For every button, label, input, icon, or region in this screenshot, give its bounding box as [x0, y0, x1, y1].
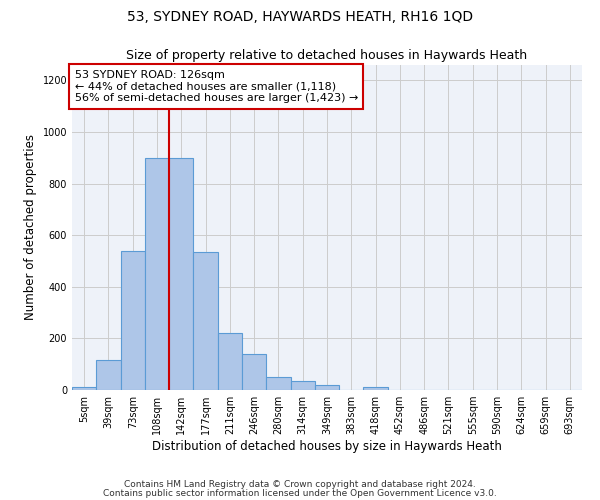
- Bar: [169, 158, 193, 390]
- Bar: [218, 334, 242, 390]
- Y-axis label: Number of detached properties: Number of detached properties: [24, 134, 37, 320]
- Text: 53 SYDNEY ROAD: 126sqm
← 44% of detached houses are smaller (1,118)
56% of semi-: 53 SYDNEY ROAD: 126sqm ← 44% of detached…: [74, 70, 358, 103]
- Bar: [96, 360, 121, 390]
- Bar: [72, 388, 96, 390]
- Bar: [364, 388, 388, 390]
- Bar: [145, 158, 169, 390]
- Bar: [121, 250, 145, 390]
- Text: 53, SYDNEY ROAD, HAYWARDS HEATH, RH16 1QD: 53, SYDNEY ROAD, HAYWARDS HEATH, RH16 1Q…: [127, 10, 473, 24]
- Text: Contains HM Land Registry data © Crown copyright and database right 2024.: Contains HM Land Registry data © Crown c…: [124, 480, 476, 489]
- Bar: [315, 385, 339, 390]
- Title: Size of property relative to detached houses in Haywards Heath: Size of property relative to detached ho…: [127, 50, 527, 62]
- Text: Contains public sector information licensed under the Open Government Licence v3: Contains public sector information licen…: [103, 490, 497, 498]
- X-axis label: Distribution of detached houses by size in Haywards Heath: Distribution of detached houses by size …: [152, 440, 502, 453]
- Bar: [242, 354, 266, 390]
- Bar: [290, 381, 315, 390]
- Bar: [266, 377, 290, 390]
- Bar: [193, 252, 218, 390]
